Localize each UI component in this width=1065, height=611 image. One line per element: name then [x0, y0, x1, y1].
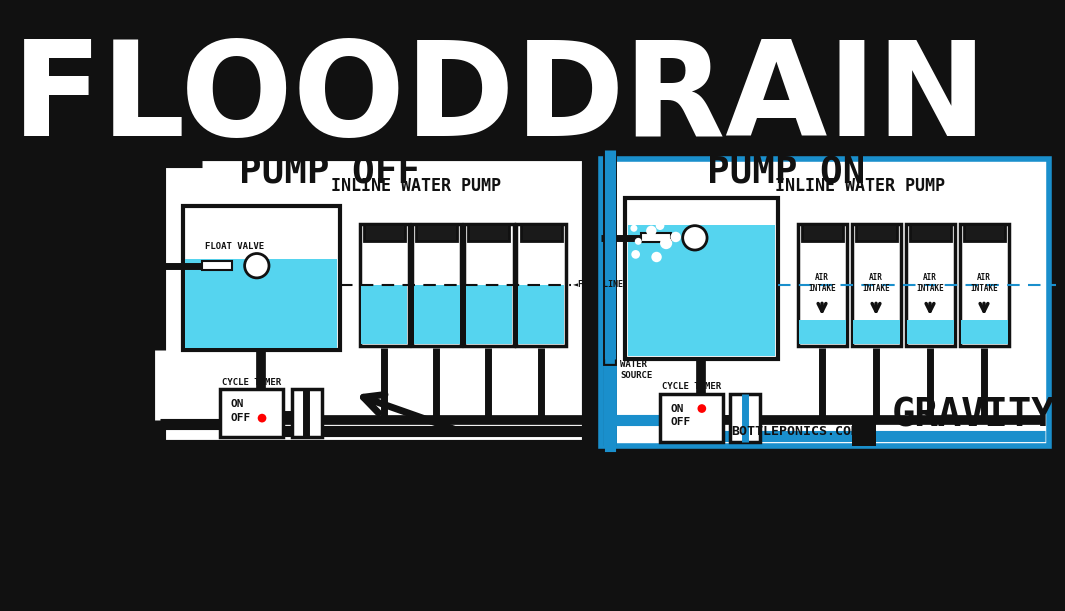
- Bar: [137, 49, 1065, 154]
- Circle shape: [656, 221, 665, 230]
- Bar: [416, 224, 457, 241]
- Text: WATER: WATER: [174, 440, 201, 448]
- Bar: [627, 225, 775, 356]
- Bar: [856, 224, 897, 241]
- Bar: [465, 285, 512, 344]
- Text: FLOOD: FLOOD: [12, 36, 515, 163]
- Bar: [660, 393, 723, 442]
- Bar: [852, 224, 901, 346]
- Bar: [641, 233, 671, 242]
- Text: AIR
INTAKE: AIR INTAKE: [916, 274, 944, 293]
- Bar: [910, 224, 951, 241]
- Text: PUMP ON: PUMP ON: [707, 155, 866, 191]
- Bar: [464, 224, 513, 346]
- Bar: [800, 320, 846, 344]
- Circle shape: [671, 232, 681, 242]
- Text: WATER: WATER: [620, 360, 646, 370]
- Bar: [601, 159, 1049, 446]
- Circle shape: [652, 252, 661, 262]
- Bar: [853, 320, 900, 344]
- Bar: [153, 159, 585, 442]
- Bar: [364, 224, 405, 241]
- Circle shape: [245, 254, 269, 278]
- Bar: [360, 224, 409, 346]
- Text: PUMP OFF: PUMP OFF: [239, 155, 420, 191]
- Text: GRAVITY: GRAVITY: [891, 397, 1055, 434]
- Text: CYCLE TIMER: CYCLE TIMER: [222, 378, 281, 387]
- Text: AIR
INTAKE: AIR INTAKE: [970, 274, 998, 293]
- Bar: [517, 224, 566, 346]
- Circle shape: [635, 238, 642, 245]
- Bar: [412, 224, 461, 346]
- Circle shape: [698, 404, 706, 413]
- Circle shape: [641, 215, 650, 224]
- Text: AIR
INTAKE: AIR INTAKE: [808, 274, 836, 293]
- Text: FLOAT VALVE: FLOAT VALVE: [206, 242, 264, 251]
- Bar: [518, 285, 564, 344]
- Circle shape: [630, 225, 637, 232]
- Text: OFF: OFF: [231, 413, 251, 423]
- Bar: [413, 285, 460, 344]
- Bar: [905, 224, 955, 346]
- Bar: [185, 258, 337, 348]
- Bar: [798, 224, 848, 346]
- Circle shape: [661, 211, 673, 223]
- Text: SOURCE: SOURCE: [620, 371, 652, 380]
- Bar: [852, 422, 876, 446]
- Bar: [292, 389, 322, 437]
- Bar: [469, 224, 509, 241]
- Bar: [730, 393, 760, 442]
- Text: ON: ON: [231, 399, 244, 409]
- Bar: [183, 207, 340, 350]
- Text: DRAIN: DRAIN: [515, 36, 988, 163]
- Bar: [220, 389, 283, 437]
- Bar: [202, 262, 232, 270]
- Bar: [361, 285, 408, 344]
- Circle shape: [646, 225, 656, 236]
- Text: BOTTLEPONICS.COM: BOTTLEPONICS.COM: [731, 425, 859, 437]
- Text: AIR
INTAKE: AIR INTAKE: [863, 274, 890, 293]
- Text: SOURCE: SOURCE: [174, 450, 207, 459]
- Text: CYCLE TIMER: CYCLE TIMER: [661, 382, 721, 391]
- Text: OFF: OFF: [671, 417, 691, 428]
- Text: INLINE WATER PUMP: INLINE WATER PUMP: [775, 177, 946, 196]
- Bar: [962, 320, 1007, 344]
- Circle shape: [683, 225, 707, 250]
- Bar: [964, 224, 1005, 241]
- Text: INLINE WATER PUMP: INLINE WATER PUMP: [331, 177, 502, 196]
- Bar: [960, 224, 1010, 346]
- Circle shape: [632, 250, 640, 258]
- Circle shape: [258, 414, 266, 422]
- Text: ON: ON: [671, 403, 684, 414]
- Bar: [802, 224, 842, 241]
- Bar: [907, 320, 953, 344]
- Text: ◄FILL LINE: ◄FILL LINE: [573, 280, 623, 290]
- Bar: [521, 224, 561, 241]
- Circle shape: [660, 237, 672, 249]
- Bar: [625, 198, 777, 359]
